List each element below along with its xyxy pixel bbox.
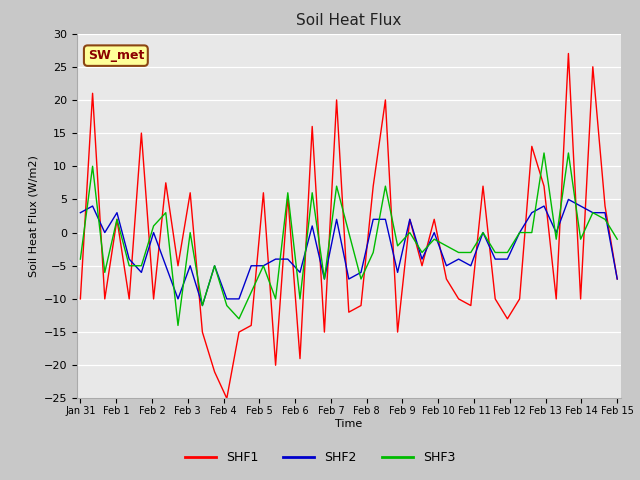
Legend: SHF1, SHF2, SHF3: SHF1, SHF2, SHF3 [180,446,460,469]
Title: Soil Heat Flux: Soil Heat Flux [296,13,401,28]
X-axis label: Time: Time [335,419,362,429]
Text: SW_met: SW_met [88,49,144,62]
Y-axis label: Soil Heat Flux (W/m2): Soil Heat Flux (W/m2) [28,155,38,277]
